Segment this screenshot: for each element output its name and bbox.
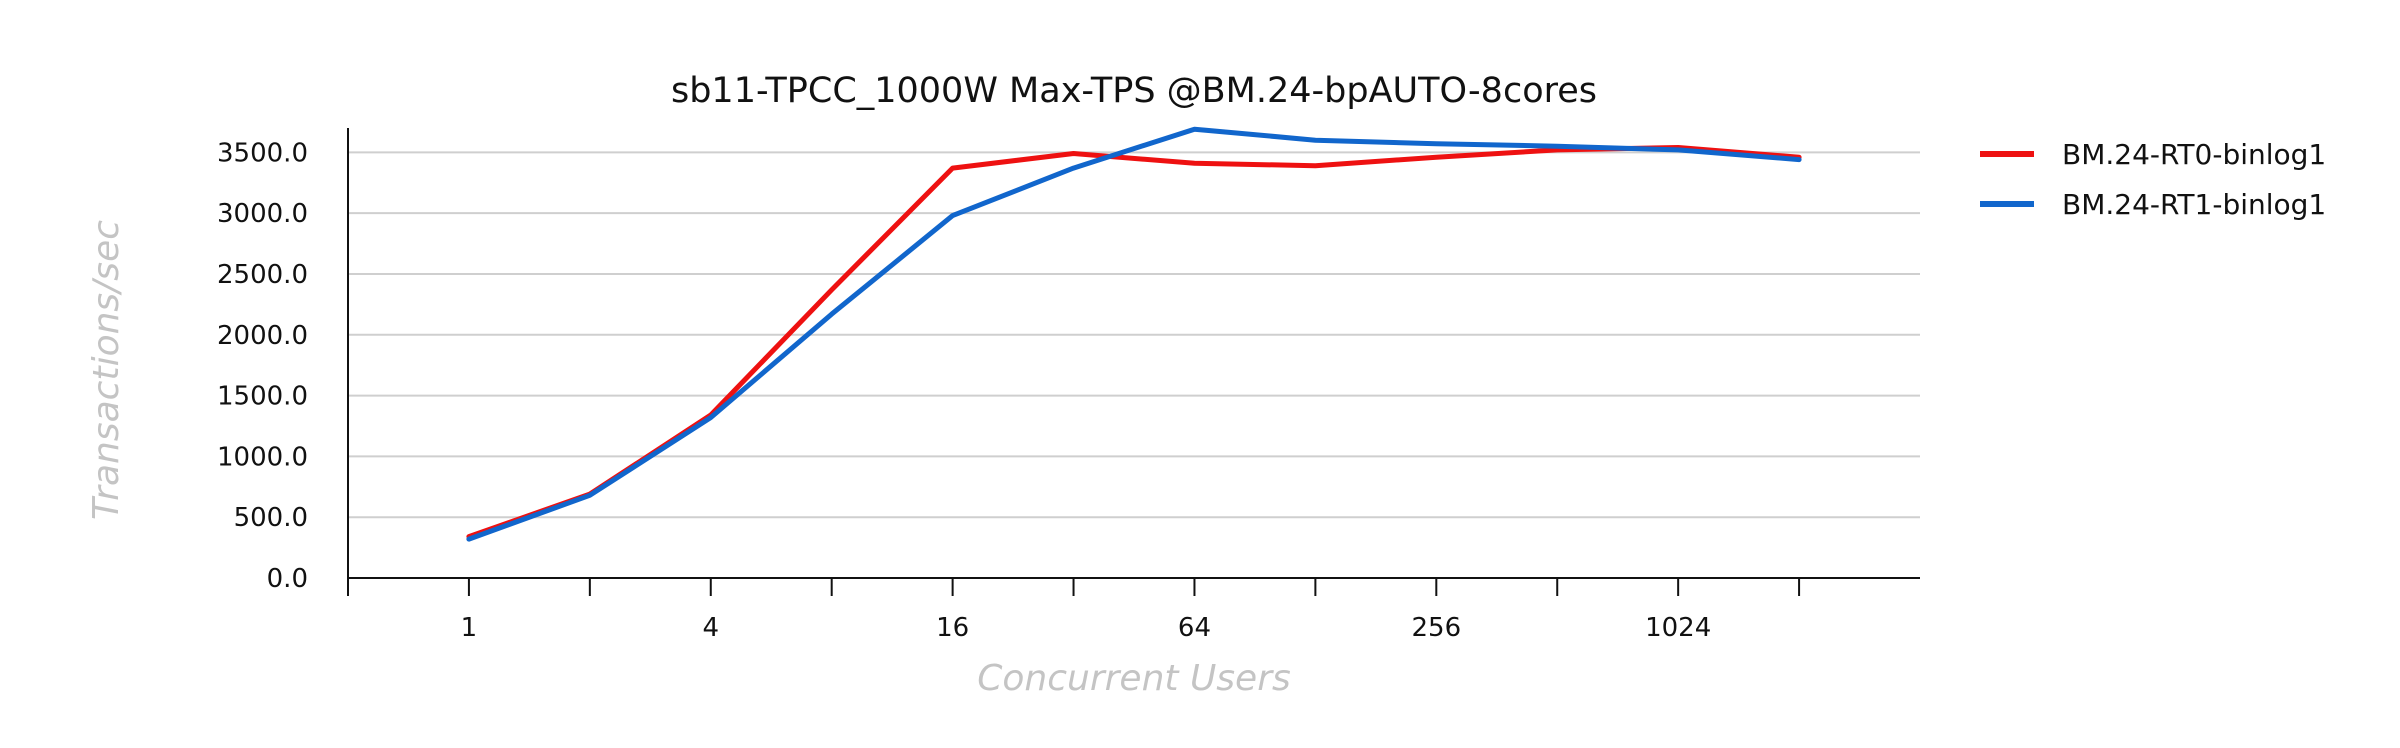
- legend: BM.24-RT0-binlog1 BM.24-RT1-binlog1: [1980, 138, 2326, 221]
- x-axis-label: Concurrent Users: [977, 658, 1291, 699]
- ticks-layer: 0.0 500.0 1000.0 1500.0 2000.0 2500.0 3000.0 35…: [217, 138, 1801, 643]
- y-tick-label: 500.0: [234, 503, 308, 533]
- x-tick-label: 1: [461, 613, 478, 643]
- y-tick-label: 3000.0: [217, 199, 308, 229]
- series-line-1: [466, 145, 1802, 540]
- x-tick-label: 1024: [1645, 613, 1711, 643]
- y-tick-label: 0.0: [267, 564, 308, 594]
- x-tick-label: 256: [1411, 613, 1461, 643]
- y-tick-label: 1500.0: [217, 382, 308, 412]
- y-tick-label: 1000.0: [217, 442, 308, 472]
- legend-label-1: BM.24-RT0-binlog1: [2062, 138, 2326, 171]
- y-tick-label: 3500.0: [217, 138, 308, 168]
- axes-layer: [347, 128, 1920, 579]
- y-tick-label: 2000.0: [217, 321, 308, 351]
- grid-layer: [348, 151, 1920, 519]
- x-tick-label: 16: [936, 613, 969, 643]
- x-tick-label: 4: [702, 613, 719, 643]
- chart-title: sb11-TPCC_1000W Max-TPS @BM.24-bpAUTO-8c…: [671, 71, 1597, 111]
- series-line-2: [466, 126, 1802, 542]
- series-layer: [466, 126, 1802, 542]
- y-axis-label: Transactions/sec: [86, 220, 127, 520]
- legend-label-2: BM.24-RT1-binlog1: [2062, 188, 2326, 221]
- x-tick-label: 64: [1178, 613, 1211, 643]
- y-tick-label: 2500.0: [217, 260, 308, 290]
